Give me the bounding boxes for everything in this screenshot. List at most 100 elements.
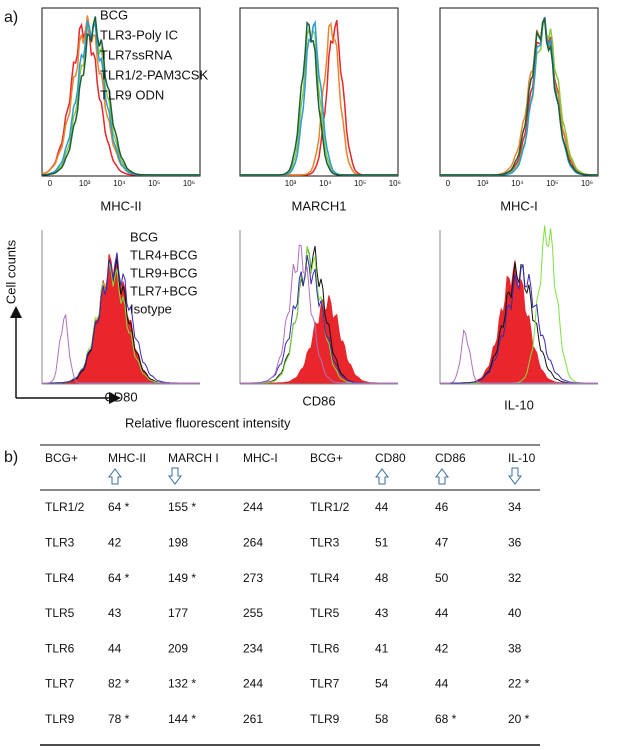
tick-label: 10³ xyxy=(285,179,297,188)
table-cell: 244 xyxy=(243,500,263,514)
histogram-curve xyxy=(42,314,200,384)
table-cell: TLR7 xyxy=(45,677,75,691)
table-cell: 64 * xyxy=(108,571,130,585)
table-cell: 42 xyxy=(108,535,122,549)
table-cell: TLR1/2 xyxy=(310,500,350,514)
table-cell: 64 * xyxy=(108,500,130,514)
plot-xlabel: MARCH1 xyxy=(292,198,347,213)
tick-label: 10⁵ xyxy=(546,179,558,188)
plot-frame xyxy=(239,7,399,177)
table-cell: 54 xyxy=(375,677,389,691)
table-cell: 41 xyxy=(375,641,389,655)
table-cell: 44 xyxy=(108,641,122,655)
legend-entry: BCG xyxy=(100,7,128,22)
table-cell: 20 * xyxy=(508,712,530,726)
table-header: CD80 xyxy=(375,451,406,465)
table-cell: 273 xyxy=(243,571,263,585)
tick-label: 10⁶ xyxy=(183,179,195,188)
legend-entry: Isotype xyxy=(130,301,172,316)
table-cell: 36 xyxy=(508,535,522,549)
table-cell: 261 xyxy=(243,712,263,726)
table-header: BCG+ xyxy=(310,451,343,465)
tick-label: 10⁶ xyxy=(389,179,401,188)
tick-label: 10³ xyxy=(477,179,489,188)
tick-label: 10⁴ xyxy=(511,179,524,188)
legend-entry: BCG xyxy=(130,229,158,244)
table-header: MARCH I xyxy=(168,451,219,465)
table-cell: TLR6 xyxy=(45,641,75,655)
table-cell: 48 xyxy=(375,571,389,585)
legend-entry: TLR3-Poly IC xyxy=(100,27,178,42)
histogram-curve xyxy=(240,20,398,176)
table-header: IL-10 xyxy=(508,451,536,465)
legend-entry: TLR7ssRNA xyxy=(100,47,173,62)
plot-frame xyxy=(439,7,599,177)
table-cell: 58 xyxy=(375,712,389,726)
table-cell: 144 * xyxy=(168,712,196,726)
table-cell: 50 xyxy=(435,571,449,585)
table-cell: TLR4 xyxy=(310,571,340,585)
legend-entry: TLR7+BCG xyxy=(130,283,198,298)
plot-frame xyxy=(41,7,201,177)
table-cell: 264 xyxy=(243,535,263,549)
table-cell: 44 xyxy=(375,500,389,514)
table-cell: 39 xyxy=(375,747,389,750)
table-cell: 234 xyxy=(243,641,263,655)
table-cell: 78 * xyxy=(108,712,130,726)
histogram-curve xyxy=(240,244,398,384)
table-cell: 47 xyxy=(435,535,449,549)
table-cell: TLR3 xyxy=(45,535,75,549)
table-cell: 244 xyxy=(243,677,263,691)
table-cell: 82 * xyxy=(108,677,130,691)
plot-xlabel: CD86 xyxy=(302,393,335,408)
table-cell: TLR9 xyxy=(310,712,340,726)
legend-entry: TLR9 ODN xyxy=(100,87,164,102)
legend-entry: TLR9+BCG xyxy=(130,265,198,280)
plot-xlabel: MHC-I xyxy=(500,198,538,213)
table-cell: 38 xyxy=(508,641,522,655)
table-cell: TLR3 xyxy=(310,535,340,549)
table-cell: 32 xyxy=(508,571,522,585)
table-cell: TLR7 xyxy=(310,677,340,691)
histogram-curve xyxy=(240,21,398,176)
table-header: MHC-I xyxy=(243,451,278,465)
table-header: BCG+ xyxy=(45,451,78,465)
tick-label: 0 xyxy=(446,179,451,188)
table-cell: TLR5 xyxy=(45,606,75,620)
table-cell: 212 xyxy=(168,747,188,750)
table-cell: 177 xyxy=(168,606,188,620)
legend-entry: TLR4+BCG xyxy=(130,247,198,262)
tick-label: 10⁴ xyxy=(319,179,332,188)
table-cell: TLR5 xyxy=(310,606,340,620)
y-axis-label: Cell counts xyxy=(3,239,18,304)
table-cell: 44 xyxy=(435,606,449,620)
table-cell: None xyxy=(45,747,74,750)
table-cell: 149 * xyxy=(168,571,196,585)
table-cell: TLR4 xyxy=(45,571,75,585)
table-cell: TLR6 xyxy=(310,641,340,655)
plot-xlabel: IL-10 xyxy=(504,397,534,412)
panel-label: b) xyxy=(4,449,18,466)
table-cell: 22 * xyxy=(508,677,530,691)
table-cell: 43 xyxy=(375,606,389,620)
table-cell: 51 xyxy=(375,535,389,549)
table-cell: 33 xyxy=(435,747,449,750)
histogram-curve xyxy=(440,16,598,176)
x-axis-label: Relative fluorescent intensity xyxy=(125,415,291,430)
table-cell: 38 xyxy=(508,747,522,750)
tick-label: 10³ xyxy=(79,179,91,188)
direction-arrow xyxy=(168,467,182,485)
table-cell: 34 xyxy=(508,500,522,514)
histogram-curve xyxy=(42,16,200,176)
table-cell: 255 xyxy=(243,606,263,620)
table-header: CD86 xyxy=(435,451,466,465)
table-cell: 198 xyxy=(168,535,188,549)
direction-arrow xyxy=(108,468,122,485)
table-cell: 209 xyxy=(168,641,188,655)
histogram-curve xyxy=(440,264,598,384)
table-cell: 46 xyxy=(435,500,449,514)
table-cell: 44 xyxy=(435,677,449,691)
histogram-curve xyxy=(440,328,598,384)
panel-label: a) xyxy=(4,9,18,26)
